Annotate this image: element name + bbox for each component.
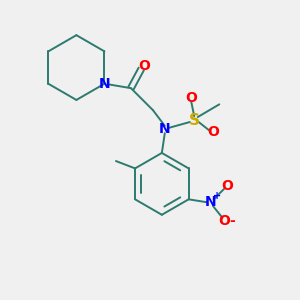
Text: O: O [185, 92, 197, 106]
Text: -: - [229, 214, 235, 228]
Text: S: S [189, 113, 200, 128]
Text: +: + [212, 191, 221, 201]
Text: N: N [99, 77, 110, 91]
Text: N: N [205, 195, 217, 209]
Text: O: O [221, 179, 233, 193]
Text: O: O [207, 125, 219, 139]
Text: O: O [218, 214, 230, 228]
Text: O: O [138, 59, 150, 73]
Text: N: N [159, 122, 171, 136]
